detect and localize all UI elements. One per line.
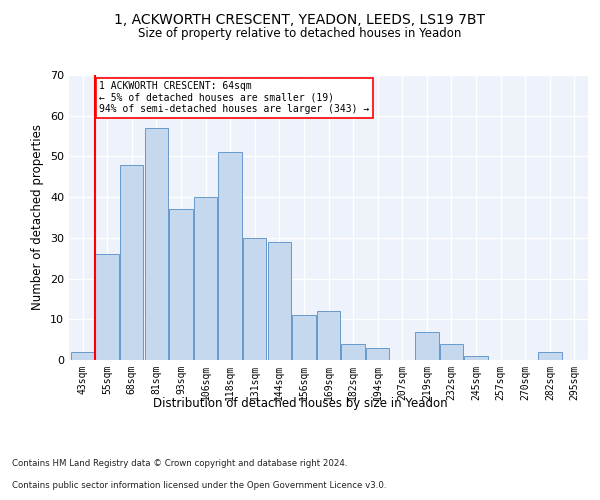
Bar [366,348,389,360]
Bar [243,238,266,360]
Text: Size of property relative to detached houses in Yeadon: Size of property relative to detached ho… [139,28,461,40]
Y-axis label: Number of detached properties: Number of detached properties [31,124,44,310]
Bar [71,352,94,360]
Bar [415,332,439,360]
Bar [538,352,562,360]
Bar [169,210,193,360]
Bar [95,254,119,360]
Bar [145,128,168,360]
Bar [218,152,242,360]
Text: Contains public sector information licensed under the Open Government Licence v3: Contains public sector information licen… [12,481,386,490]
Text: Distribution of detached houses by size in Yeadon: Distribution of detached houses by size … [152,398,448,410]
Text: 1 ACKWORTH CRESCENT: 64sqm
← 5% of detached houses are smaller (19)
94% of semi-: 1 ACKWORTH CRESCENT: 64sqm ← 5% of detac… [99,81,369,114]
Bar [292,315,316,360]
Text: 1, ACKWORTH CRESCENT, YEADON, LEEDS, LS19 7BT: 1, ACKWORTH CRESCENT, YEADON, LEEDS, LS1… [115,12,485,26]
Bar [464,356,488,360]
Bar [120,164,143,360]
Bar [317,311,340,360]
Bar [440,344,463,360]
Bar [194,197,217,360]
Bar [268,242,291,360]
Bar [341,344,365,360]
Text: Contains HM Land Registry data © Crown copyright and database right 2024.: Contains HM Land Registry data © Crown c… [12,458,347,468]
